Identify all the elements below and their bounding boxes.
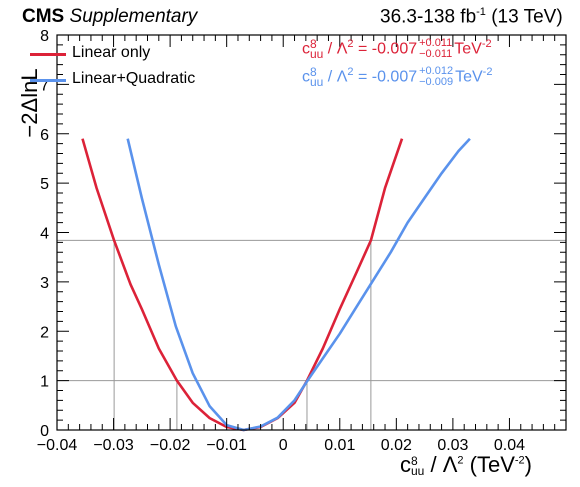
x-axis-lambda-sup: 2 [457,454,464,467]
y-tick-label: 4 [40,226,49,243]
energy-label: (13 TeV) [485,6,563,28]
result-linear-value: = -0.007 [353,40,418,58]
result-linear-middle: / Λ [323,40,348,58]
x-tick-label: −0.03 [93,437,134,454]
x-axis-unit: (TeV [463,452,515,477]
result-linear-coef: c [302,40,310,58]
result-quadratic-coef: c [302,68,310,86]
series-line-1 [126,137,471,432]
experiment-label: CMS Supplementary [22,6,197,28]
luminosity-label: 36.3-138 fb-1 (13 TeV) [380,6,563,28]
supplementary-label: Supplementary [69,6,198,27]
result-linear-coef-sup: 8 [310,37,317,52]
x-tick-label: 0.03 [437,437,468,454]
result-quadratic-coef-sup: 8 [310,65,317,80]
result-linear-coef-sub: uu [310,47,324,62]
x-tick-label: −0.02 [150,437,191,454]
x-tick-label: 0.01 [324,437,355,454]
y-tick-label: 8 [40,28,49,45]
result-linear-down: −0.011 [419,48,453,61]
result-linear: c 8 uu / Λ2 = -0.007 +0.011 −0.011 TeV-2 [302,37,492,62]
y-tick-label: 3 [40,275,49,292]
legend-linear-swatch [30,53,66,56]
legend-quadratic: Linear+Quadratic [30,70,196,88]
y-tick-label: 0 [40,423,49,440]
cms-label: CMS [22,6,65,27]
y-tick-label: 6 [40,127,49,144]
result-quadratic-unit-sup: -2 [482,66,493,78]
x-axis-coef-sup: 8 [411,454,418,469]
x-axis-unit-sup: -2 [514,454,525,467]
lumi-sup: -1 [476,6,486,18]
series-line-0 [81,138,404,432]
x-axis-close: ) [524,452,532,477]
result-linear-unit: TeV [454,40,482,58]
result-linear-lambda-sup: 2 [347,38,354,50]
result-quadratic-value: = -0.007 [353,68,418,86]
y-tick-label: 1 [40,374,49,391]
result-quadratic-lambda-sup: 2 [347,66,354,78]
result-quadratic-down: −0.009 [419,76,454,89]
x-axis-coef-sub: uu [411,464,425,479]
x-axis-label: c 8 uu / Λ2 (TeV-2) [400,452,532,478]
y-tick-label: 2 [40,324,49,341]
y-axis-label: −2ΔlnL [17,68,42,138]
result-linear-up: +0.011 [419,37,453,50]
x-tick-label: 0 [279,437,288,454]
result-quadratic-middle: / Λ [323,68,348,86]
y-tick-label: 7 [40,77,49,94]
x-axis-rest: / Λ [424,452,458,477]
x-tick-label: −0.04 [37,437,78,454]
x-tick-label: 0.04 [494,437,525,454]
result-quadratic: c 8 uu / Λ2 = -0.007 +0.012 −0.009 TeV-2 [302,65,493,90]
result-quadratic-coef-sub: uu [310,75,324,90]
legend-linear-label: Linear only [72,44,151,61]
x-axis-coef: c [400,452,411,477]
result-quadratic-unit: TeV [455,68,483,86]
result-quadratic-up: +0.012 [419,65,454,78]
y-tick-label: 5 [40,176,49,193]
x-tick-label: −0.01 [206,437,247,454]
x-tick-label: 0.02 [381,437,412,454]
legend-quadratic-swatch [30,79,66,82]
legend-linear: Linear only [30,44,151,62]
lumi-value: 36.3-138 fb [380,6,477,28]
legend-quadratic-label: Linear+Quadratic [72,70,196,87]
result-linear-unit-sup: -2 [481,38,492,50]
